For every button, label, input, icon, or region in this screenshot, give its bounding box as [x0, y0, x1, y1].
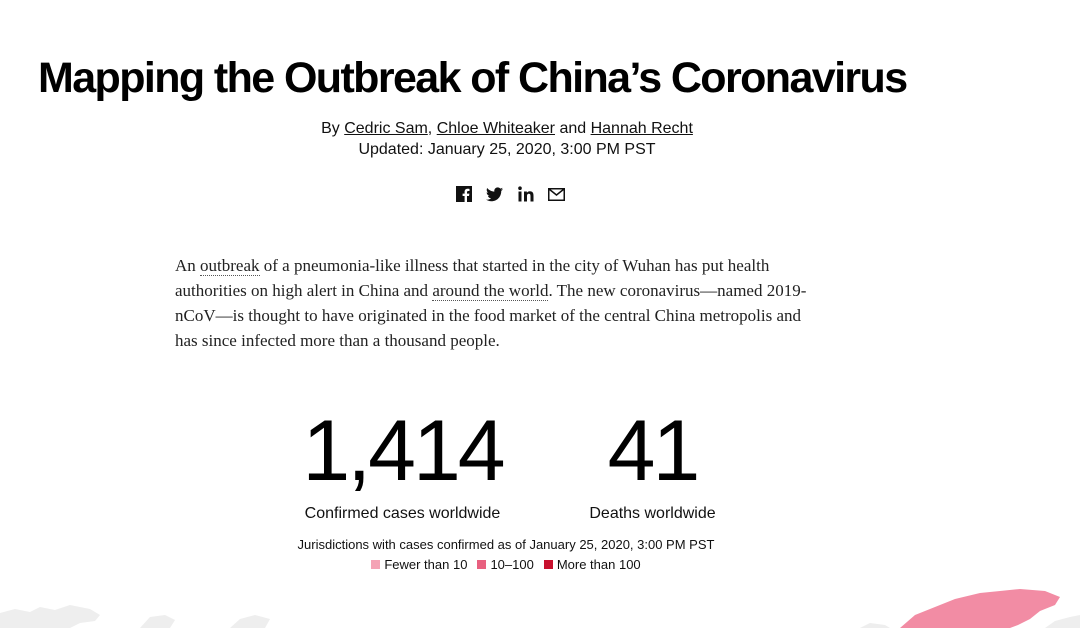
intro-paragraph: An outbreak of a pneumonia-like illness … [175, 253, 825, 353]
deaths-number: 41 [607, 403, 701, 499]
headline: Mapping the Outbreak of China’s Coronavi… [38, 54, 908, 102]
twitter-icon[interactable] [485, 185, 504, 204]
legend-swatch [477, 560, 487, 569]
legend-label: More than 100 [556, 557, 641, 572]
map-caption: Jurisdictions with cases confirmed as of… [297, 537, 715, 552]
map-land-central [230, 615, 270, 628]
author-link-chloe-whiteaker[interactable]: Chloe Whiteaker [436, 120, 555, 137]
map-china-region [900, 589, 1060, 628]
legend-swatch [543, 560, 553, 569]
intro-text: An [175, 256, 201, 275]
outbreak-link[interactable]: outbreak [200, 256, 260, 276]
confirmed-cases-label: Confirmed cases worldwide [304, 505, 501, 522]
map-land-east [860, 623, 890, 628]
authors-line: By Cedric Sam, Chloe Whiteaker and Hanna… [0, 118, 1014, 139]
legend-label: Fewer than 10 [384, 557, 468, 572]
author-link-hannah-recht[interactable]: Hannah Recht [590, 120, 693, 137]
share-bar [450, 182, 570, 206]
world-map [0, 589, 1080, 628]
byline-separator: , [427, 120, 433, 137]
confirmed-cases-stat: 1,414 Confirmed cases worldwide [290, 406, 515, 524]
byline-prefix: By [321, 120, 340, 137]
map-legend: Fewer than 10 10–100 More than 100 [356, 557, 656, 572]
confirmed-cases-number: 1,414 [302, 403, 505, 499]
email-icon[interactable] [547, 185, 566, 204]
legend-swatch [371, 560, 381, 569]
intro-text: . The new coronavirus—named 2019-nCoV—is… [175, 281, 807, 350]
author-link-cedric-sam[interactable]: Cedric Sam [344, 120, 428, 137]
map-land-west-2 [140, 615, 175, 628]
intro-text: of a pneumonia-like illness that started… [175, 256, 770, 300]
legend-item-fewer-than-10: Fewer than 10 [371, 557, 467, 572]
updated-timestamp: Updated: January 25, 2020, 3:00 PM PST [358, 141, 656, 158]
map-land-west [0, 605, 100, 628]
legend-label: 10–100 [490, 557, 534, 572]
deaths-label: Deaths worldwide [589, 505, 716, 522]
linkedin-icon[interactable] [516, 185, 535, 204]
around-the-world-link[interactable]: around the world [432, 281, 549, 301]
legend-item-10-100: 10–100 [477, 557, 534, 572]
byline-conjunction: and [559, 120, 587, 137]
legend-item-more-than-100: More than 100 [543, 557, 641, 572]
map-land-far-east [1045, 615, 1080, 628]
byline: By Cedric Sam, Chloe Whiteaker and Hanna… [0, 118, 1014, 160]
facebook-icon[interactable] [454, 185, 473, 204]
deaths-stat: 41 Deaths worldwide [575, 406, 730, 524]
